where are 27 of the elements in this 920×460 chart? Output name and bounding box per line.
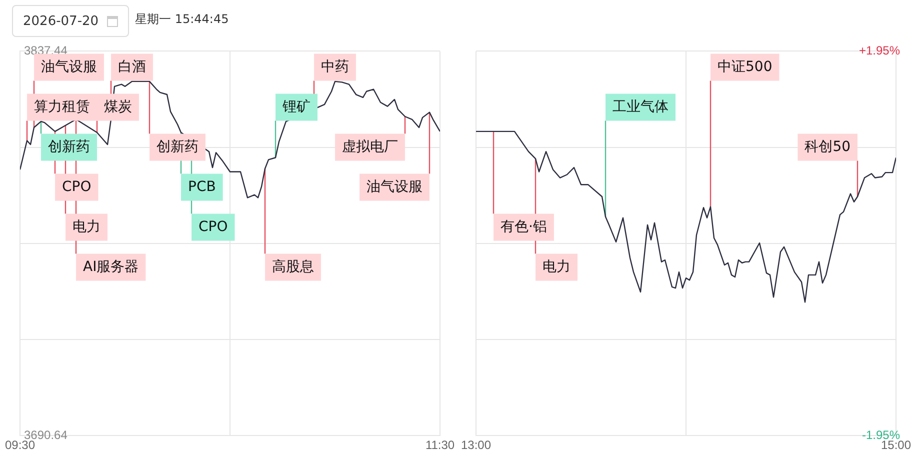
annotation: 创新药 [48,138,90,155]
annotation: CPO [62,178,92,195]
annotation: 锂矿 [282,98,310,115]
annotation: 虚拟电厂 [342,138,398,155]
annotation: PCB [188,178,216,195]
chart-title: 2026-07-20 [23,14,99,28]
annotation: CPO [198,218,228,235]
annotation: 煤炭 [104,98,132,115]
annotation: 中药 [321,58,349,75]
x-tick-label: 11:30 [425,438,455,452]
annotation: 油气设服 [41,58,97,75]
text: +1.95% [858,44,900,58]
annotation: 创新药 [156,138,198,155]
annotation: 电力 [72,218,100,235]
x-tick-label: 13:00 [461,438,492,452]
y-tick-label: 3837.44 [24,44,68,58]
annotation: 工业气体 [612,98,669,115]
annotation: 科创50 [804,138,851,155]
chart-subtitle: 星期一 15:44:45 [135,11,229,28]
annotation: 中证500 [718,58,772,75]
annotation: 高股息 [272,258,314,275]
annotation: 油气设服 [366,178,422,195]
annotation: 电力 [542,258,571,275]
annotation: AI服务器 [82,258,139,275]
annotation: 有色·铝 [500,218,547,235]
annotation: 算力租赁 [34,98,90,115]
annotation: 白酒 [118,58,146,75]
